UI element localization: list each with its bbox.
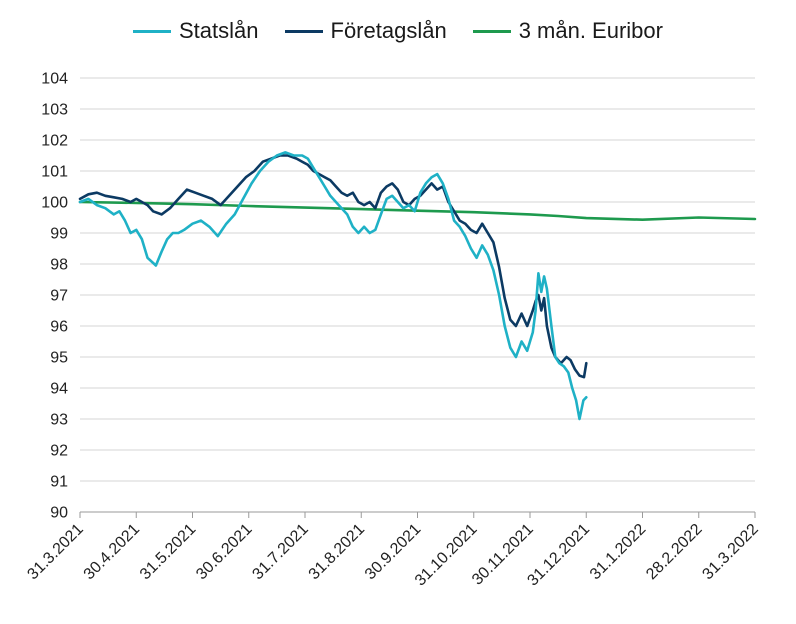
x-tick-label: 28.2.2022 — [643, 521, 705, 583]
legend-label-foretagslan: Företagslån — [330, 18, 447, 43]
y-tick-labels: 90 91 92 93 94 95 96 97 98 99 100 101 102 103 104 — [41, 71, 68, 522]
legend-swatch-statslan — [133, 29, 171, 33]
x-tick-labels: 31.3.202130.4.202131.5.202130.6.202131.7… — [24, 521, 761, 590]
x-tick-label: 30.4.2021 — [81, 521, 143, 583]
legend-label-euribor: 3 mån. Euribor — [518, 18, 663, 43]
x-tick-label: 31.7.2021 — [249, 521, 311, 583]
series-line — [78, 154, 588, 379]
series-line — [78, 151, 588, 421]
axes — [79, 511, 756, 518]
x-tick-label: 31.3.2021 — [24, 521, 86, 583]
series-line — [78, 200, 757, 221]
y-tick-label: 100 — [41, 195, 68, 212]
x-tick-label: 30.6.2021 — [193, 521, 255, 583]
y-tick-label: 90 — [50, 505, 68, 522]
x-tick-label: 31.3.2022 — [699, 521, 761, 583]
y-tick-label: 92 — [50, 443, 68, 460]
y-tick-label: 99 — [50, 226, 68, 243]
y-tick-label: 94 — [50, 381, 68, 398]
x-tick-label: 31.8.2021 — [306, 521, 368, 583]
legend-swatch-foretagslan — [284, 29, 323, 33]
y-tick-label: 102 — [41, 133, 68, 150]
legend-item-foretagslan: Företagslån — [284, 18, 447, 44]
legend-item-statslan: Statslån — [133, 18, 259, 44]
legend-item-euribor: 3 mån. Euribor — [472, 18, 663, 44]
y-tick-label: 104 — [41, 71, 68, 88]
y-tick-label: 96 — [50, 319, 68, 336]
y-tick-label: 93 — [50, 412, 68, 429]
legend-label-statslan: Statslån — [179, 18, 259, 43]
y-tick-label: 103 — [41, 102, 68, 119]
legend-swatch-euribor — [472, 29, 511, 33]
y-tick-label: 101 — [41, 164, 68, 181]
gridlines — [80, 77, 755, 513]
y-tick-label: 98 — [50, 257, 68, 274]
legend: Statslån Företagslån 3 mån. Euribor — [0, 18, 796, 44]
y-tick-label: 95 — [50, 350, 68, 367]
x-tick-label: 31.1.2022 — [587, 521, 649, 583]
y-tick-label: 91 — [50, 474, 68, 491]
x-tick-label: 31.5.2021 — [137, 521, 199, 583]
y-tick-label: 97 — [50, 288, 68, 305]
series-lines — [78, 151, 757, 421]
